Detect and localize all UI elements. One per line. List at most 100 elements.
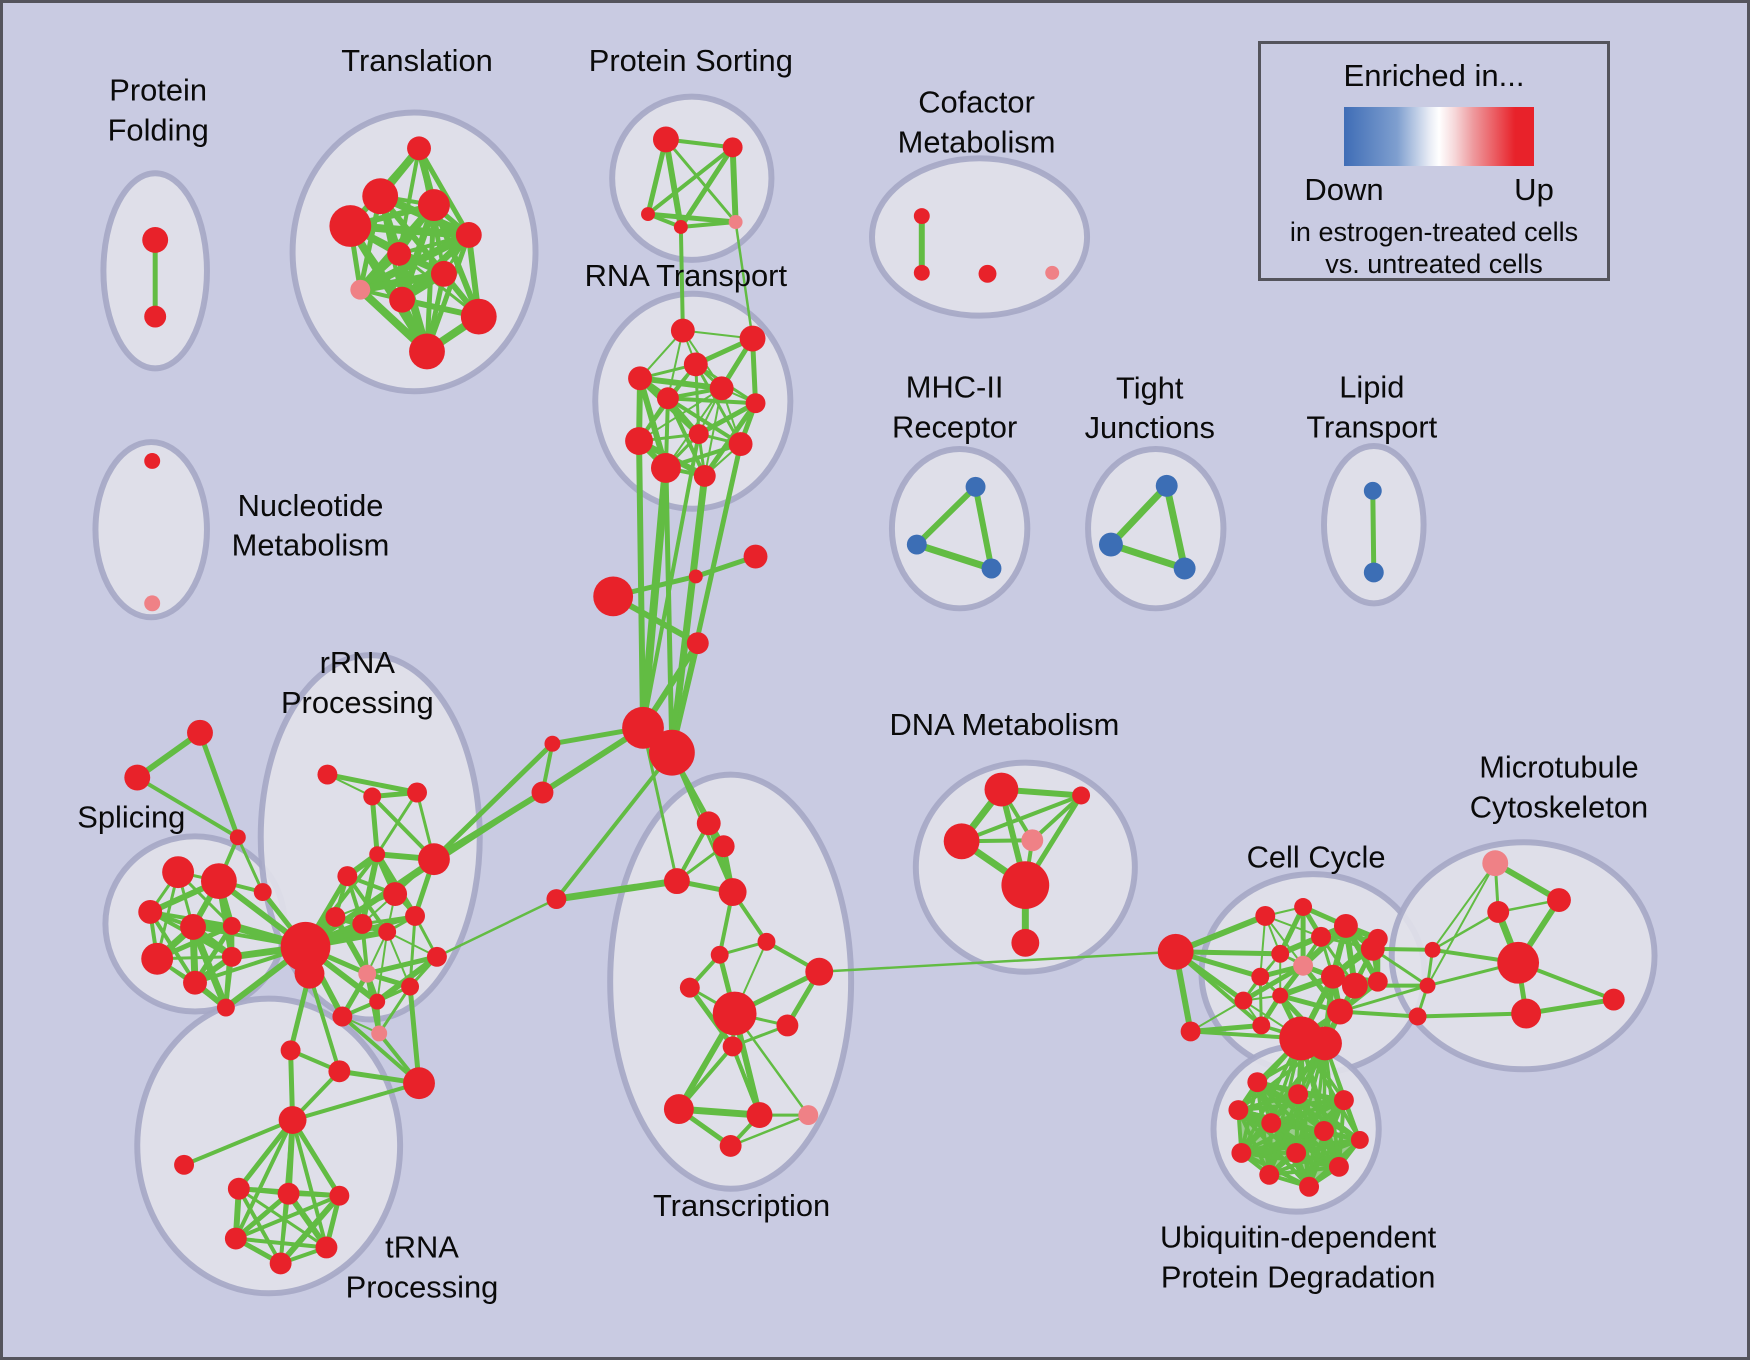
bundle-edge <box>1307 1041 1327 1189</box>
gene-set-node <box>1001 861 1050 909</box>
gene-set-node <box>1252 1016 1271 1035</box>
enrichment-edge <box>552 877 681 903</box>
gene-set-node <box>718 878 747 906</box>
gene-set-node <box>325 906 346 927</box>
gene-set-node <box>317 764 338 785</box>
gene-set-node <box>1286 1142 1307 1163</box>
gene-set-node <box>144 595 161 612</box>
gene-set-node <box>1341 972 1368 999</box>
enrichment-edge <box>236 1117 296 1192</box>
gene-set-node <box>943 823 980 860</box>
gene-set-node <box>710 945 729 964</box>
rna-transport-label-line1: RNA Transport <box>585 258 788 293</box>
nodes-layer <box>124 126 1625 1275</box>
gene-set-node <box>383 882 408 906</box>
gene-set-node <box>722 137 743 158</box>
gene-set-node <box>227 1177 250 1200</box>
gene-set-node <box>369 846 386 863</box>
enrichment-edge <box>913 483 979 548</box>
gene-set-node <box>409 333 445 370</box>
gene-set-node <box>328 1060 351 1083</box>
enrichment-edge <box>340 1014 422 1086</box>
enrichment-edge <box>1431 862 1497 951</box>
enrichment-edge <box>182 1118 295 1167</box>
gene-set-node <box>1350 1131 1369 1149</box>
gene-set-node <box>978 264 997 283</box>
gene-set-node <box>670 318 695 343</box>
enrichment-edge <box>645 211 739 225</box>
gene-set-node <box>1487 901 1510 923</box>
protein-sorting-label-line1: Protein Sorting <box>589 43 793 78</box>
gene-set-node <box>1602 988 1625 1011</box>
gene-set-node <box>1314 1121 1334 1141</box>
enrichment-edge <box>1236 1098 1346 1113</box>
enrichment-edge <box>377 985 412 1035</box>
enrichment-edge <box>236 835 265 894</box>
enrichment-edge <box>1259 914 1267 978</box>
lipid-transport-label-line1: Lipid <box>1339 369 1404 404</box>
nucleotide-metabolism-label-line1: Nucleotide <box>238 488 384 523</box>
gene-set-node <box>1326 998 1353 1025</box>
gene-set-node <box>625 427 653 455</box>
labels-layer: Protein Folding Translation Protein Sorting… <box>77 43 1648 1305</box>
enrichment-edge <box>687 985 736 1049</box>
bundle-edge <box>1294 1041 1327 1155</box>
gene-set-node <box>656 387 679 410</box>
enrichment-edge <box>233 1191 292 1242</box>
enrichment-edge <box>435 897 558 959</box>
gene-set-node <box>403 1067 435 1100</box>
enrichment-edge <box>1338 984 1430 1014</box>
enrichment-edge <box>554 750 674 902</box>
gene-set-node <box>1333 1090 1354 1111</box>
gene-set-node <box>1247 1072 1268 1093</box>
gene-set-node <box>1321 964 1345 989</box>
tight-junctions-label-line2: Junctions <box>1085 410 1215 445</box>
gene-set-node <box>673 220 688 234</box>
gene-set-node <box>728 215 743 229</box>
gene-set-node <box>222 916 241 935</box>
gene-set-node <box>1234 991 1253 1010</box>
mhc-ii-receptor-label-line2: Receptor <box>892 409 1017 444</box>
gene-set-node <box>965 476 986 497</box>
gene-set-node <box>1294 898 1313 916</box>
enrichment-edge <box>665 396 758 406</box>
enrichment-edge <box>913 541 995 572</box>
gene-set-node <box>280 1040 301 1061</box>
gene-set-node <box>142 227 169 253</box>
enrichment-edge <box>431 741 555 862</box>
enrichment-edge <box>324 772 420 795</box>
gene-set-node <box>739 325 766 352</box>
enrichment-edge <box>1337 1009 1420 1019</box>
gene-set-node <box>1367 971 1388 992</box>
enrichment-edge <box>236 1186 283 1266</box>
splicing-label-line1: Splicing <box>77 800 185 835</box>
gene-set-node <box>1157 933 1194 970</box>
gene-set-node <box>407 782 427 803</box>
gene-set-node <box>405 905 425 926</box>
gene-set-node <box>1231 1142 1252 1163</box>
gene-set-node <box>401 977 420 996</box>
gene-set-node <box>278 1106 307 1134</box>
legend-caption-line2: vs. untreated cells <box>1325 249 1543 279</box>
gene-set-node <box>430 260 457 287</box>
enrichment-edge <box>1267 1164 1341 1177</box>
gene-set-node <box>294 958 325 989</box>
enrichment-edge <box>290 1118 329 1250</box>
gene-set-node <box>407 136 431 161</box>
gene-set-node <box>709 376 734 401</box>
nucleotide-metabolism-cluster-ellipse <box>92 439 210 621</box>
gene-set-node <box>1072 786 1091 805</box>
enrichment-edge <box>818 950 1177 973</box>
gene-set-node <box>352 913 373 934</box>
gene-set-node <box>1045 265 1060 280</box>
lipid-transport-label-line2: Transport <box>1306 409 1437 444</box>
gene-set-node <box>652 126 679 153</box>
protein-folding-label-line1: Protein <box>109 73 207 108</box>
enrichment-edge <box>307 971 342 1074</box>
enrichment-edge <box>332 913 371 977</box>
legend-box: Enriched in... Down Up in estrogen-treat… <box>1258 41 1610 281</box>
gene-set-node <box>622 706 664 749</box>
gene-set-node <box>1261 1113 1282 1133</box>
gene-set-node <box>362 178 399 215</box>
